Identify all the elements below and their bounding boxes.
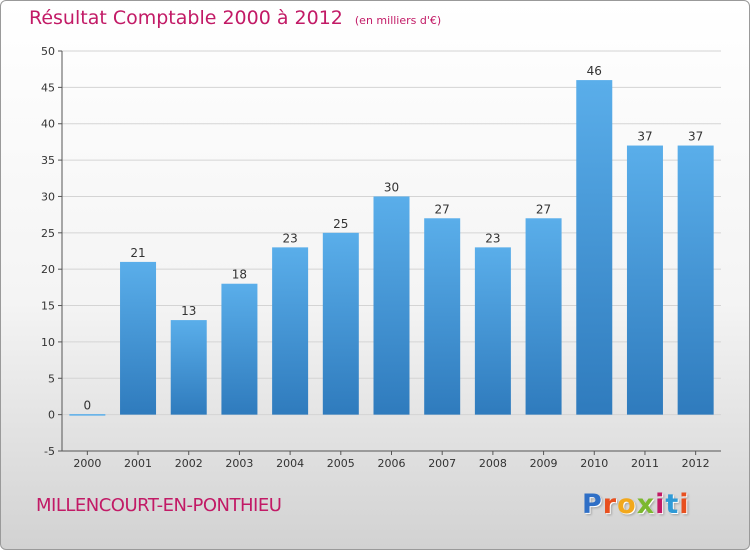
- bars: [69, 80, 714, 416]
- y-tick-label: 40: [41, 118, 55, 131]
- bar: [677, 145, 714, 415]
- y-tick-label: 45: [41, 81, 55, 94]
- chart-title: Résultat Comptable 2000 à 2012 (en millie…: [29, 7, 441, 29]
- bar-value-label: 25: [333, 217, 348, 231]
- axes: [58, 50, 721, 455]
- bar: [373, 196, 410, 415]
- y-tick-label: 35: [41, 154, 55, 167]
- x-tick-label: 2008: [479, 457, 507, 470]
- logo-letter: t: [665, 489, 680, 520]
- x-tick-label: 2011: [631, 457, 659, 470]
- x-tick-label: 2003: [225, 457, 253, 470]
- x-tick-label: 2006: [378, 457, 406, 470]
- bar-value-label: 37: [688, 130, 703, 144]
- y-tick-label: 30: [41, 190, 55, 203]
- bar: [525, 218, 562, 415]
- logo-letter: i: [655, 489, 666, 520]
- bar: [576, 80, 613, 415]
- bar: [272, 247, 309, 415]
- y-tick-label: -5: [44, 445, 55, 458]
- y-tick-label: 15: [41, 300, 55, 313]
- y-tick-label: 20: [41, 263, 55, 276]
- bar-value-label: 23: [282, 231, 297, 245]
- y-tick-label: 25: [41, 227, 55, 240]
- y-tick-label: 0: [48, 409, 55, 422]
- bar: [170, 320, 207, 415]
- y-tick-label: 10: [41, 336, 55, 349]
- chart-title-text: Résultat Comptable 2000 à 2012: [29, 7, 343, 29]
- bar: [120, 261, 157, 415]
- x-tick-label: 2004: [276, 457, 304, 470]
- x-tick-label: 2009: [530, 457, 558, 470]
- logo-letter: P: [582, 489, 603, 520]
- x-tick-label: 2005: [327, 457, 355, 470]
- bar: [322, 232, 359, 415]
- logo-letter: r: [602, 489, 618, 520]
- x-tick-label: 2010: [580, 457, 608, 470]
- bar-value-label: 23: [485, 231, 500, 245]
- bar-value-label: 18: [232, 268, 247, 282]
- bar-value-label: 21: [130, 246, 145, 260]
- bar: [69, 414, 106, 416]
- x-tick-labels: 2000 2001 2002 2003 2004 2005 2006 2007 2008 2009…: [73, 457, 709, 470]
- bar-value-label: 27: [435, 202, 450, 216]
- logo-letter: i: [679, 489, 690, 520]
- data-labels: 0 21 13 18 23 25 30 27 23 27 46 37 37: [84, 64, 704, 413]
- commune-name: MILLENCOURT-EN-PONTHIEU: [36, 495, 282, 516]
- logo-letter: o: [617, 489, 637, 520]
- y-tick-label: 5: [48, 372, 55, 385]
- bar: [474, 247, 511, 415]
- y-tick-labels: -5 0 5 10 15 20 25 30 35 40 45 50: [41, 45, 55, 458]
- x-tick-label: 2000: [73, 457, 101, 470]
- x-tick-label: 2001: [124, 457, 152, 470]
- chart-unit: (en milliers d'€): [354, 14, 442, 27]
- bar-value-label: 0: [84, 399, 92, 413]
- logo-letter: x: [636, 489, 656, 520]
- bar: [626, 145, 663, 415]
- bar-value-label: 30: [384, 180, 399, 194]
- x-tick-label: 2002: [175, 457, 203, 470]
- bar: [221, 283, 258, 415]
- x-tick-label: 2012: [682, 457, 710, 470]
- bar-value-label: 46: [587, 64, 602, 78]
- bar-value-label: 27: [536, 202, 551, 216]
- x-tick-label: 2007: [428, 457, 456, 470]
- proxiti-logo[interactable]: Proxiti: [582, 489, 690, 520]
- y-tick-label: 50: [41, 45, 55, 58]
- bar-value-label: 37: [637, 130, 652, 144]
- bar: [424, 218, 461, 415]
- bar-value-label: 13: [181, 304, 196, 318]
